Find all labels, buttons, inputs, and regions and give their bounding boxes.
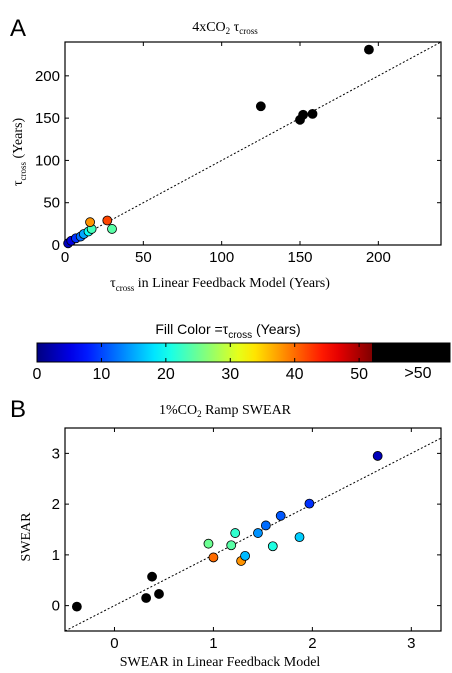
- colorbar-gradient: 0 10 20 30 40 50: [33, 342, 451, 383]
- panel-b-point: [240, 550, 250, 561]
- panel-b-point: [141, 593, 152, 603]
- colorbar-tick-label: 40: [286, 366, 304, 383]
- panel-a-axes: 0 50 100 150 200 0 50 100 150 200: [35, 41, 442, 266]
- panel-b-ytick-label: 1: [52, 547, 60, 564]
- panel-a-ytick-label: 200: [35, 68, 60, 85]
- panel-a-point: [298, 109, 309, 120]
- panel-b-ylabel: SWEAR: [19, 512, 34, 562]
- panel-b-point: [208, 552, 219, 563]
- panel-a-xtick-label: 100: [209, 249, 234, 266]
- panel-b-points: [71, 451, 383, 612]
- panel-a-ytick-label: 150: [35, 110, 60, 127]
- colorbar-frame: [36, 342, 451, 363]
- panel-a-xtick-label: 50: [135, 249, 152, 266]
- panel-a-xlabel: τcross in Linear Feedback Model (Years): [110, 276, 330, 293]
- panel-b-point: [253, 528, 263, 538]
- colorbar-gradient-bar: [37, 343, 372, 362]
- panel-a-xtick-label: 150: [287, 249, 312, 266]
- panel-b: B 1%CO2 Ramp SWEAR 0 1 2 3 0 1 2 3 SWEAR in Lin…: [10, 396, 442, 670]
- panel-a-letter: A: [10, 15, 26, 42]
- colorbar-over-segment: [372, 343, 450, 362]
- panel-a-ytick-label: 100: [35, 152, 60, 169]
- panel-a-point: [307, 108, 318, 119]
- panel-b-letter: B: [10, 396, 26, 423]
- panel-a-point: [255, 101, 266, 112]
- panel-b-point: [203, 538, 214, 549]
- colorbar-over-label: >50: [404, 365, 431, 382]
- panel-b-xtick-label: 0: [110, 635, 118, 652]
- colorbar-tick-label: 0: [33, 366, 42, 383]
- panel-b-frame: [64, 427, 442, 632]
- panel-b-ytick-label: 2: [52, 496, 60, 513]
- colorbar-tick-label: 20: [157, 366, 175, 383]
- panel-a-point: [107, 224, 117, 234]
- panel-b-point: [372, 451, 383, 461]
- panel-b-ytick-label: 0: [52, 598, 60, 615]
- panel-b-xtick-label: 1: [209, 635, 217, 652]
- colorbar-tick-label: 50: [350, 366, 368, 383]
- panel-a-xtick-label: 200: [366, 249, 391, 266]
- panel-a-one-to-one-line: [65, 42, 441, 245]
- panel-b-point: [260, 520, 271, 531]
- panel-b-point: [230, 528, 241, 538]
- colorbar-tick-label: 10: [93, 366, 111, 383]
- panel-a-title: 4xCO2 τcross: [192, 20, 258, 36]
- panel-a-frame: [64, 41, 442, 246]
- panel-b-axes: 0 1 2 3 0 1 2 3: [52, 427, 442, 652]
- panel-b-xlabel: SWEAR in Linear Feedback Model: [120, 655, 321, 670]
- panel-a-ytick-label: 0: [52, 237, 60, 254]
- colorbar-tick-label: 30: [221, 366, 239, 383]
- panel-b-point: [154, 589, 164, 599]
- panel-a: A 4xCO2 τcross 0 50 100 150 200050100150200 …: [10, 15, 442, 293]
- panel-b-point: [71, 601, 82, 612]
- panel-a-xtick-label: 0: [61, 249, 69, 266]
- panel-b-ytick-label: 3: [52, 445, 60, 462]
- panel-a-point: [364, 44, 374, 55]
- panel-b-point: [226, 540, 237, 551]
- colorbar-title: Fill Color =τcross (Years): [155, 321, 300, 341]
- panel-b-point: [304, 498, 315, 509]
- panel-a-ytick-label: 50: [43, 195, 60, 212]
- panel-b-point: [294, 532, 305, 543]
- panel-b-point: [267, 541, 278, 552]
- panel-a-point: [102, 215, 113, 226]
- panel-b-xtick-label: 2: [308, 635, 316, 652]
- colorbar: Fill Color =τcross (Years) 0 10 20 30 40 50 >…: [33, 321, 451, 383]
- panel-a-points: [63, 44, 374, 249]
- panel-b-title: 1%CO2 Ramp SWEAR: [159, 403, 292, 419]
- panel-a-ylabel: τcross (Years): [11, 118, 28, 187]
- panel-b-point: [147, 571, 157, 582]
- panel-b-xtick-label: 3: [407, 635, 415, 652]
- panel-b-point: [275, 510, 286, 521]
- panel-a-point: [85, 217, 95, 228]
